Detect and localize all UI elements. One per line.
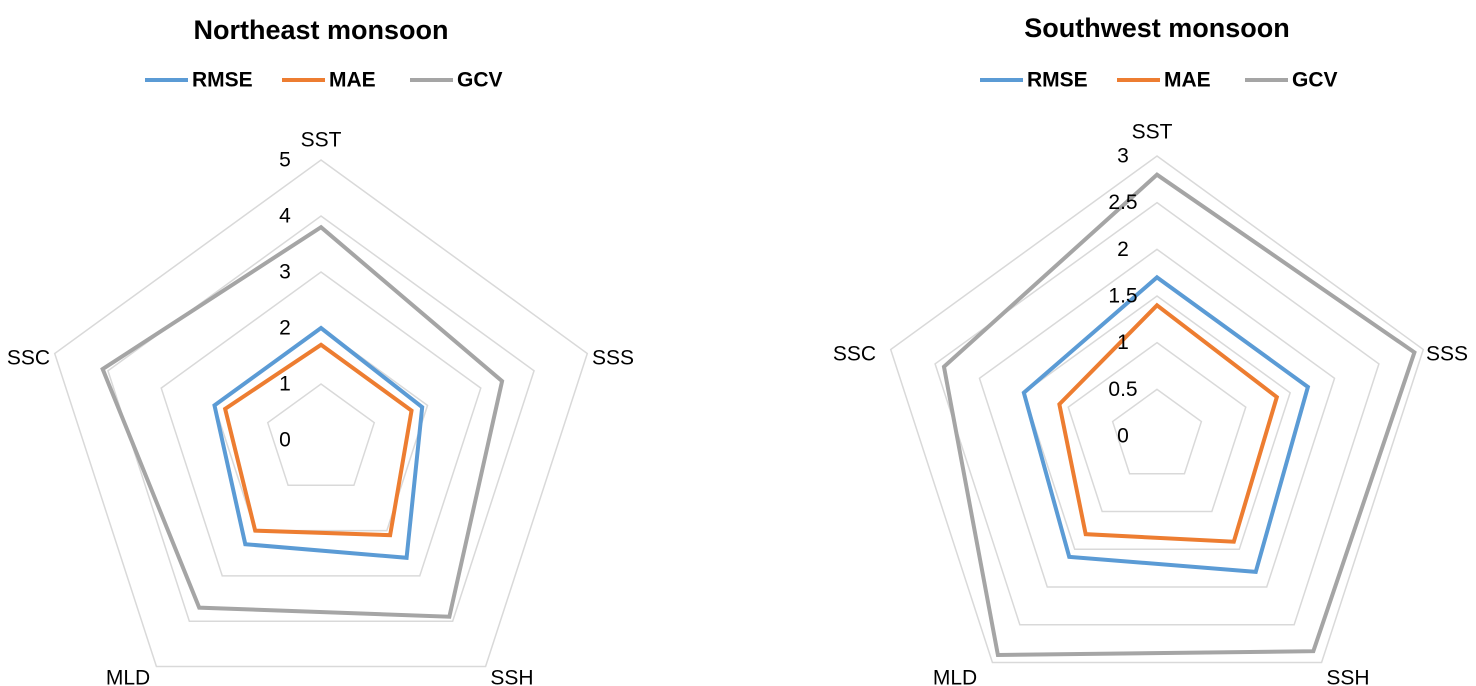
tick-label: 4 <box>279 205 291 228</box>
spoke-mld <box>156 440 321 667</box>
grid-ring-4 <box>107 215 535 622</box>
axis-label-mld: MLD <box>106 667 150 686</box>
axis-label-ssc: SSC <box>7 347 50 370</box>
legend-label-mae: MAE <box>329 69 376 92</box>
grid-ring-1 <box>1111 388 1203 475</box>
tick-labels: 0 0.5 1 1.5 2 2.5 3 <box>1108 145 1137 448</box>
legend: RMSE MAE GCV <box>980 69 1338 92</box>
spoke-sss <box>321 353 587 440</box>
legend-label-gcv: GCV <box>1292 69 1338 92</box>
series-rmse <box>1021 274 1311 575</box>
axis-label-sst: SST <box>301 129 342 152</box>
legend-label-gcv: GCV <box>457 69 503 92</box>
tick-label: 2.5 <box>1108 191 1137 214</box>
axis-labels: SST SSS SSH MLD SSC <box>833 121 1468 686</box>
grid-ring-5 <box>53 159 589 668</box>
tick-label: 0.5 <box>1108 378 1137 401</box>
tick-label: 0 <box>1117 425 1129 448</box>
axis-label-ssh: SSH <box>490 667 533 686</box>
series-gcv <box>100 224 505 619</box>
series-rmse <box>212 325 425 560</box>
series-group <box>100 224 505 619</box>
grid-ring-2 <box>1067 341 1247 513</box>
tick-label: 1.5 <box>1108 285 1137 308</box>
tick-label: 0 <box>279 429 291 452</box>
axis-labels: SST SSS SSH MLD SSC <box>7 129 634 686</box>
series-mae <box>222 342 414 538</box>
grid-ring-4 <box>978 248 1336 588</box>
tick-label: 2 <box>279 317 291 340</box>
legend-label-rmse: RMSE <box>192 69 253 92</box>
chart-title: Southwest monsoon <box>1024 13 1290 43</box>
tick-label: 2 <box>1117 238 1129 261</box>
tick-label: 3 <box>279 261 291 284</box>
axis-label-sst: SST <box>1132 121 1173 144</box>
axis-label-sss: SSS <box>592 347 634 370</box>
axis-label-sss: SSS <box>1426 343 1468 366</box>
legend: RMSE MAE GCV <box>145 69 503 92</box>
axis-label-ssc: SSC <box>833 343 876 366</box>
legend-label-mae: MAE <box>1164 69 1211 92</box>
tick-labels: 0 1 2 3 4 5 <box>279 149 291 452</box>
grid <box>889 155 1425 664</box>
grid-ring-3 <box>1022 295 1292 551</box>
spoke-ssc <box>55 353 321 440</box>
radar-chart-2: Southwest monsoon RMSE MAE GCV 0 0.5 1 1.5 2 2.5 3… <box>833 13 1468 686</box>
tick-label: 1 <box>279 373 291 396</box>
grid-ring-5 <box>934 201 1380 626</box>
axis-label-mld: MLD <box>933 667 977 686</box>
grid-ring-6 <box>889 155 1425 664</box>
tick-label: 5 <box>279 149 291 172</box>
tick-label: 3 <box>1117 145 1129 168</box>
legend-label-rmse: RMSE <box>1027 69 1088 92</box>
series-gcv <box>941 172 1417 657</box>
grid-ring-1 <box>266 383 376 487</box>
series-group <box>941 172 1417 657</box>
grid-ring-3 <box>160 271 482 577</box>
series-mae <box>1057 302 1280 544</box>
chart-title: Northeast monsoon <box>193 15 448 45</box>
axis-label-ssh: SSH <box>1326 667 1369 686</box>
tick-label: 1 <box>1117 331 1129 354</box>
grid <box>53 159 589 668</box>
